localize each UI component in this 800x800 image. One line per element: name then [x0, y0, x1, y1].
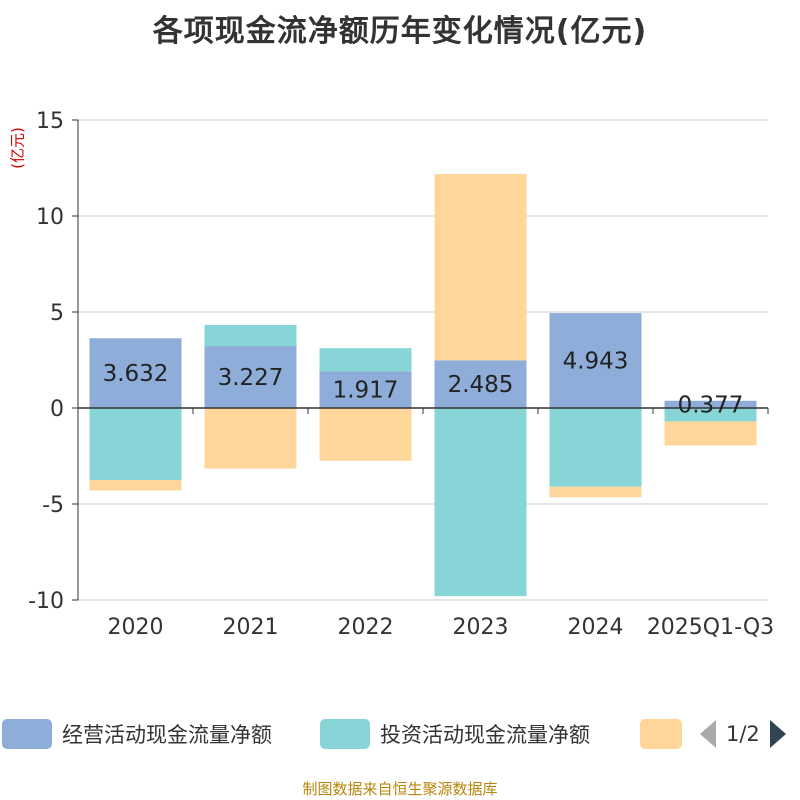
data-label: 3.632 [103, 361, 169, 387]
bar-segment [319, 408, 412, 461]
data-label: 1.917 [333, 378, 399, 404]
x-tick-label: 2025Q1-Q3 [647, 615, 774, 640]
bar-segment [664, 408, 757, 422]
bar-segment [549, 486, 642, 498]
legend-label-operating: 经营活动现金流量净额 [62, 723, 272, 747]
bar-segment [434, 408, 527, 597]
chart-title: 各项现金流净额历年变化情况(亿元) [152, 14, 648, 49]
x-tick-label: 2022 [338, 615, 394, 640]
data-source-note: 制图数据来自恒生聚源数据库 [302, 780, 498, 798]
bar-segment [89, 408, 182, 480]
y-tick-label: 0 [50, 397, 64, 422]
bar-segment [434, 174, 527, 361]
legend-prev-icon[interactable] [700, 720, 716, 748]
data-label: 3.227 [218, 365, 284, 391]
legend-item-investing[interactable]: 投资活动现金流量净额 [320, 716, 590, 752]
data-label: 0.377 [678, 392, 744, 418]
y-tick-label: 10 [36, 205, 64, 230]
y-tick-label: 5 [50, 301, 64, 326]
legend-label-investing: 投资活动现金流量净额 [380, 723, 590, 747]
legend-swatch-operating [2, 719, 52, 749]
bar-segment [434, 360, 527, 408]
axes: 15 10 5 0 -5 -10 2020 2021 2022 2023 2024 2025Q1-Q3 [28, 109, 774, 640]
y-tick-label: -10 [28, 589, 64, 614]
data-labels: 3.632 3.227 1.917 2.485 4.943 0.377 [103, 349, 744, 419]
bar-segment [319, 348, 412, 372]
chart-plot: 15 10 5 0 -5 -10 2020 2021 2022 2023 2024 2025Q1-Q3… [28, 109, 774, 640]
x-tick-label: 2021 [223, 615, 279, 640]
legend: 经营活动现金流量净额 投资活动现金流量净额 1/2 [0, 716, 800, 752]
legend-swatch-investing [320, 719, 370, 749]
x-tick-label: 2024 [568, 615, 624, 640]
bar-segment [204, 346, 297, 408]
grid-lines [78, 119, 768, 601]
bar-marks [89, 174, 757, 597]
bar-segment [549, 408, 642, 487]
bar-segment [664, 400, 757, 408]
y-tick-label: -5 [42, 493, 64, 518]
legend-item-operating[interactable]: 经营活动现金流量净额 [2, 716, 272, 752]
data-label: 2.485 [448, 372, 514, 398]
legend-page-indicator: 1/2 [726, 722, 760, 746]
bar-segment [89, 480, 182, 491]
legend-item-financing[interactable] [640, 716, 692, 752]
legend-next-icon[interactable] [769, 720, 786, 748]
bar-segment [204, 408, 297, 469]
bar-segment [664, 421, 757, 446]
x-tick-label: 2020 [108, 615, 164, 640]
bar-segment [89, 338, 182, 408]
data-label: 4.943 [563, 349, 629, 375]
legend-swatch-financing [640, 719, 682, 749]
legend-pager: 1/2 [700, 716, 786, 752]
bar-segment [204, 324, 297, 347]
x-tick-label: 2023 [453, 615, 509, 640]
bar-segment [549, 313, 642, 408]
bar-segment [319, 371, 412, 408]
y-tick-label: 15 [36, 109, 64, 134]
